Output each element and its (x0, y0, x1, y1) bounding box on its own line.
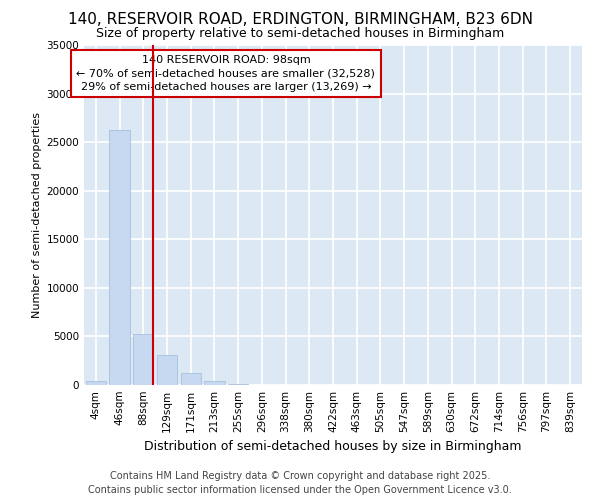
X-axis label: Distribution of semi-detached houses by size in Birmingham: Distribution of semi-detached houses by … (144, 440, 522, 454)
Bar (109, 130, 130, 385)
Text: Contains HM Land Registry data © Crown copyright and database right 2025.
Contai: Contains HM Land Registry data © Crown c… (88, 471, 512, 495)
Y-axis label: Number of semi-detached properties: Number of semi-detached properties (32, 112, 42, 318)
Bar (133, 334, 154, 385)
Text: 140, RESERVOIR ROAD, ERDINGTON, BIRMINGHAM, B23 6DN: 140, RESERVOIR ROAD, ERDINGTON, BIRMINGH… (67, 12, 533, 28)
Text: 140 RESERVOIR ROAD: 98sqm
← 70% of semi-detached houses are smaller (32,528)
29%: 140 RESERVOIR ROAD: 98sqm ← 70% of semi-… (76, 55, 376, 92)
Bar (157, 355, 177, 385)
Text: Size of property relative to semi-detached houses in Birmingham: Size of property relative to semi-detach… (96, 28, 504, 40)
Bar (181, 374, 201, 385)
Bar (86, 382, 106, 385)
Bar (205, 381, 224, 385)
Bar (228, 384, 248, 385)
